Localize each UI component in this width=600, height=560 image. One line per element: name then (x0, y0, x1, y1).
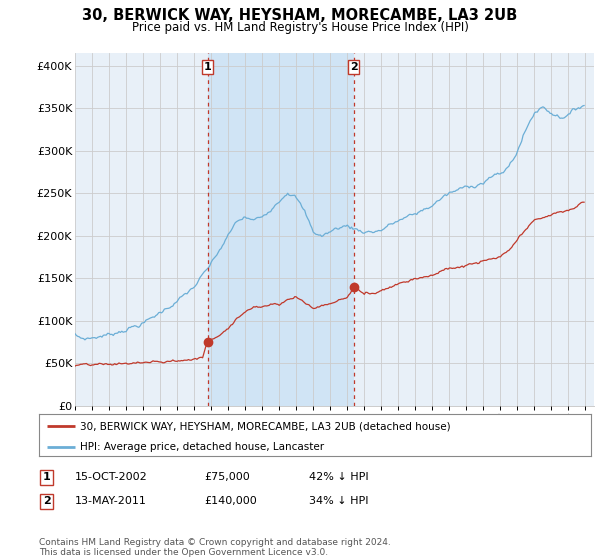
Text: HPI: Average price, detached house, Lancaster: HPI: Average price, detached house, Lanc… (80, 442, 325, 452)
Text: 34% ↓ HPI: 34% ↓ HPI (309, 496, 368, 506)
Text: 1: 1 (43, 472, 50, 482)
Text: 2: 2 (350, 62, 358, 72)
Bar (208, 53, 353, 406)
Text: 1: 1 (203, 62, 211, 72)
Text: 42% ↓ HPI: 42% ↓ HPI (309, 472, 368, 482)
Text: Contains HM Land Registry data © Crown copyright and database right 2024.
This d: Contains HM Land Registry data © Crown c… (39, 538, 391, 557)
Text: Price paid vs. HM Land Registry's House Price Index (HPI): Price paid vs. HM Land Registry's House … (131, 21, 469, 34)
Text: £140,000: £140,000 (204, 496, 257, 506)
Text: 30, BERWICK WAY, HEYSHAM, MORECAMBE, LA3 2UB (detached house): 30, BERWICK WAY, HEYSHAM, MORECAMBE, LA3… (80, 421, 451, 431)
Text: 15-OCT-2002: 15-OCT-2002 (75, 472, 148, 482)
Text: 30, BERWICK WAY, HEYSHAM, MORECAMBE, LA3 2UB: 30, BERWICK WAY, HEYSHAM, MORECAMBE, LA3… (82, 8, 518, 24)
Text: £75,000: £75,000 (204, 472, 250, 482)
Text: 2: 2 (43, 496, 50, 506)
Text: 13-MAY-2011: 13-MAY-2011 (75, 496, 147, 506)
